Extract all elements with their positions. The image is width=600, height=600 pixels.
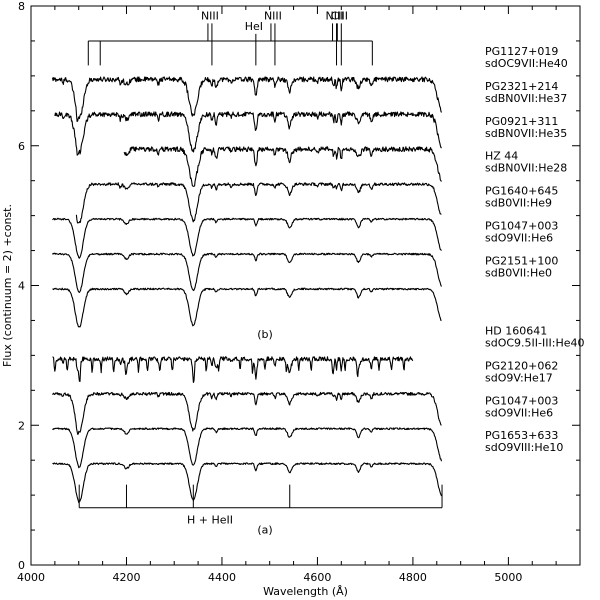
x-tick-label: 4400 — [208, 571, 236, 584]
spectrum-line — [52, 356, 414, 384]
line-id-label: CIII — [331, 9, 348, 22]
spectrum-labels: PG1127+019sdOC9VII:He40PG2321+214sdBN0VI… — [257, 45, 584, 537]
y-tick-label: 2 — [18, 419, 25, 432]
x-tick-label: 4600 — [303, 571, 331, 584]
spectrum-line — [52, 252, 442, 293]
panel-label: (a) — [257, 524, 272, 537]
spectrum-name-label: PG0921+311 — [485, 115, 558, 128]
line-id-label: NIII — [201, 9, 219, 22]
spectrum-line — [52, 462, 443, 504]
spectral-class-label: sdO9VII:He6 — [485, 406, 553, 419]
spectrum-name-label: PG1653+633 — [485, 429, 558, 442]
spectrum-name-label: PG1640+645 — [485, 185, 558, 198]
spectrum-line — [54, 111, 442, 156]
spectrum-line — [52, 217, 442, 259]
spectrum-line — [52, 391, 442, 435]
x-tick-label: 4200 — [112, 571, 140, 584]
tick-labels: 4000 4200 4400 4600 4800 5000 0 2 4 6 8 — [17, 0, 522, 584]
y-tick-label: 4 — [18, 280, 25, 293]
spectrum-line — [52, 427, 443, 469]
x-axis-label: Wavelength (Å) — [263, 585, 348, 598]
spectrum-name-label: PG2120+062 — [485, 359, 558, 372]
spectral-class-label: sdBN0VII:He35 — [485, 127, 567, 140]
spectrum-name-label: PG1047+003 — [485, 220, 558, 233]
spectrum-name-label: PG2151+100 — [485, 255, 558, 268]
y-axis-label: Flux (continuum = 2) +const. — [1, 204, 14, 367]
panel-label: (b) — [257, 328, 273, 341]
y-tick-label: 8 — [18, 0, 25, 13]
h-heii-label: H + HeII — [187, 514, 233, 527]
spectral-class-label: sdB0VII:He9 — [485, 197, 552, 210]
spectral-class-label: sdO9VIII:He10 — [485, 441, 563, 454]
spectrum-line — [75, 182, 442, 224]
tick-marks — [30, 5, 581, 566]
spectrum-line — [52, 287, 442, 328]
y-tick-label: 0 — [18, 559, 25, 572]
line-id-label: NIII — [264, 9, 282, 22]
y-tick-label: 6 — [18, 140, 25, 153]
spectrum-name-label: PG1047+003 — [485, 394, 558, 407]
line-id-label: NIII — [326, 9, 344, 22]
spectrum-line — [51, 76, 443, 122]
x-tick-label: 5000 — [494, 571, 522, 584]
spectrum-name-label: PG1127+019 — [485, 45, 558, 58]
spectrum-name-label: PG2321+214 — [485, 80, 558, 93]
spectral-class-label: sdBN0VII:He37 — [485, 92, 567, 105]
spectral-class-label: sdB0VII:He0 — [485, 267, 552, 280]
spectrum-line — [123, 146, 442, 187]
x-tick-label: 4000 — [17, 571, 45, 584]
spectral-class-label: sdO9VII:He6 — [485, 232, 553, 245]
spectral-class-label: sdBN0VII:He28 — [485, 162, 567, 175]
spectra — [51, 76, 443, 504]
spectral-class-label: sdOC9.5II-III:He40 — [485, 336, 584, 349]
spectral-class-label: sdOC9VII:He40 — [485, 57, 568, 70]
spectrum-name-label: HZ 44 — [485, 150, 518, 163]
x-tick-label: 4800 — [399, 571, 427, 584]
spectrum-name-label: HD 160641 — [485, 324, 547, 337]
spectral-class-label: sdO9V:He17 — [485, 371, 553, 384]
line-id-label: HeI — [245, 20, 263, 33]
